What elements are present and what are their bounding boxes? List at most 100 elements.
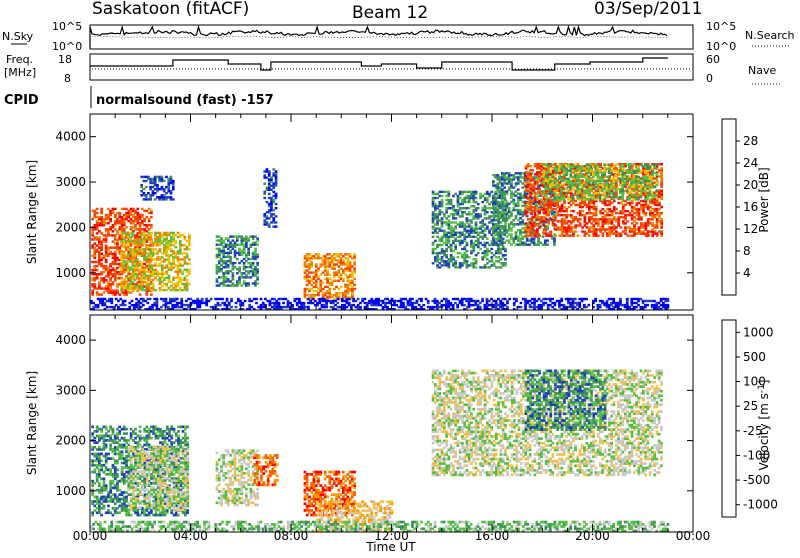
heatmap-cell bbox=[127, 283, 130, 285]
heatmap-cell bbox=[441, 256, 444, 258]
noise-panel: N.Sky 10^5 10^0 10^5 10^0 N.Search bbox=[2, 20, 795, 53]
heatmap-cell bbox=[161, 269, 164, 271]
heatmap-cell bbox=[272, 217, 275, 219]
heatmap-cell bbox=[477, 240, 480, 242]
heatmap-cell bbox=[170, 236, 173, 238]
heatmap-cell bbox=[545, 192, 548, 194]
heatmap-cell bbox=[147, 298, 150, 300]
heatmap-cell bbox=[608, 218, 611, 220]
heatmap-cell bbox=[441, 191, 444, 193]
heatmap-cell bbox=[129, 266, 132, 268]
heatmap-cell bbox=[170, 289, 173, 291]
nave-tick-bottom: 0 bbox=[706, 72, 713, 85]
heatmap-cell bbox=[322, 282, 325, 284]
heatmap-cell bbox=[241, 260, 244, 262]
heatmap-cell bbox=[466, 260, 469, 262]
heatmap-cell bbox=[351, 286, 354, 288]
heatmap-cell bbox=[551, 174, 554, 176]
heatmap-cell bbox=[601, 188, 604, 190]
heatmap-cell bbox=[152, 248, 155, 250]
heatmap-cell bbox=[484, 205, 487, 207]
heatmap-cell bbox=[554, 190, 557, 192]
heatmap-cell bbox=[638, 230, 641, 232]
heatmap-cell bbox=[174, 271, 177, 273]
heatmap-cell bbox=[481, 219, 484, 221]
heatmap-cell bbox=[531, 177, 534, 179]
heatmap-cell bbox=[551, 168, 554, 170]
heatmap-cell bbox=[139, 226, 142, 228]
heatmap-cell bbox=[597, 224, 600, 226]
heatmap-cell bbox=[563, 198, 566, 200]
heatmap-cell bbox=[147, 176, 150, 178]
heatmap-cell bbox=[631, 230, 634, 232]
heatmap-cell bbox=[466, 217, 469, 219]
heatmap-cell bbox=[503, 231, 506, 233]
heatmap-cell bbox=[597, 188, 600, 190]
heatmap-cell bbox=[134, 258, 137, 260]
heatmap-cell bbox=[660, 220, 663, 222]
heatmap-cell bbox=[158, 196, 161, 198]
heatmap-cell bbox=[105, 285, 108, 287]
heatmap-cell bbox=[615, 164, 618, 166]
heatmap-cell bbox=[272, 209, 275, 211]
heatmap-cell bbox=[581, 210, 584, 212]
heatmap-cell bbox=[170, 254, 173, 256]
heatmap-cell bbox=[127, 234, 130, 236]
heatmap-cell bbox=[466, 244, 469, 246]
heatmap-cell bbox=[602, 220, 605, 222]
heatmap-cell bbox=[313, 294, 316, 296]
heatmap-cell bbox=[347, 257, 350, 259]
heatmap-cell bbox=[227, 278, 230, 280]
heatmap-cell bbox=[494, 197, 497, 199]
heatmap-cell bbox=[488, 250, 491, 252]
heatmap-cell bbox=[448, 207, 451, 209]
heatmap-cell bbox=[112, 261, 115, 263]
heatmap-cell bbox=[459, 221, 462, 223]
heatmap-cell bbox=[477, 238, 480, 240]
heatmap-cell bbox=[500, 258, 503, 260]
heatmap-cell bbox=[165, 186, 168, 188]
heatmap-cell bbox=[461, 264, 464, 266]
heatmap-cell bbox=[450, 221, 453, 223]
heatmap-cell bbox=[633, 190, 636, 192]
heatmap-cell bbox=[181, 252, 184, 254]
heatmap-cell bbox=[127, 291, 130, 293]
heatmap-cell bbox=[168, 275, 171, 277]
station-title: Saskatoon (fitACF) bbox=[92, 0, 249, 19]
heatmap-cell bbox=[116, 285, 119, 287]
heatmap-cell bbox=[138, 262, 141, 264]
heatmap-cell bbox=[216, 270, 219, 272]
heatmap-cell bbox=[603, 174, 606, 176]
cpid-text: normalsound (fast) -157 bbox=[96, 93, 274, 108]
heatmap-cell bbox=[236, 258, 239, 260]
heatmap-cell bbox=[234, 266, 237, 268]
heatmap-cell bbox=[331, 265, 334, 267]
heatmap-cell bbox=[527, 186, 530, 188]
heatmap-cell bbox=[619, 196, 622, 198]
heatmap-cell bbox=[156, 256, 159, 258]
heatmap-cell bbox=[515, 231, 518, 233]
heatmap-cell bbox=[152, 194, 155, 196]
heatmap-cell bbox=[118, 226, 121, 228]
heatmap-cell bbox=[486, 238, 489, 240]
heatmap-cell bbox=[626, 164, 629, 166]
heatmap-cell bbox=[275, 176, 278, 178]
heatmap-cell bbox=[436, 193, 439, 195]
heatmap-cell bbox=[631, 235, 634, 237]
heatmap-cell bbox=[475, 266, 478, 268]
heatmap-cell bbox=[122, 252, 125, 254]
heatmap-cell bbox=[340, 263, 343, 265]
heatmap-cell bbox=[306, 253, 309, 255]
heatmap-cell bbox=[186, 269, 189, 271]
heatmap-cell bbox=[519, 197, 522, 199]
heatmap-cell bbox=[441, 217, 444, 219]
heatmap-cell bbox=[168, 258, 171, 260]
heatmap-cell bbox=[597, 218, 600, 220]
heatmap-cell bbox=[98, 281, 101, 283]
heatmap-cell bbox=[150, 279, 153, 281]
heatmap-cell bbox=[472, 227, 475, 229]
heatmap-cell bbox=[503, 176, 506, 178]
heatmap-cell bbox=[560, 184, 563, 186]
heatmap-cell bbox=[450, 258, 453, 260]
